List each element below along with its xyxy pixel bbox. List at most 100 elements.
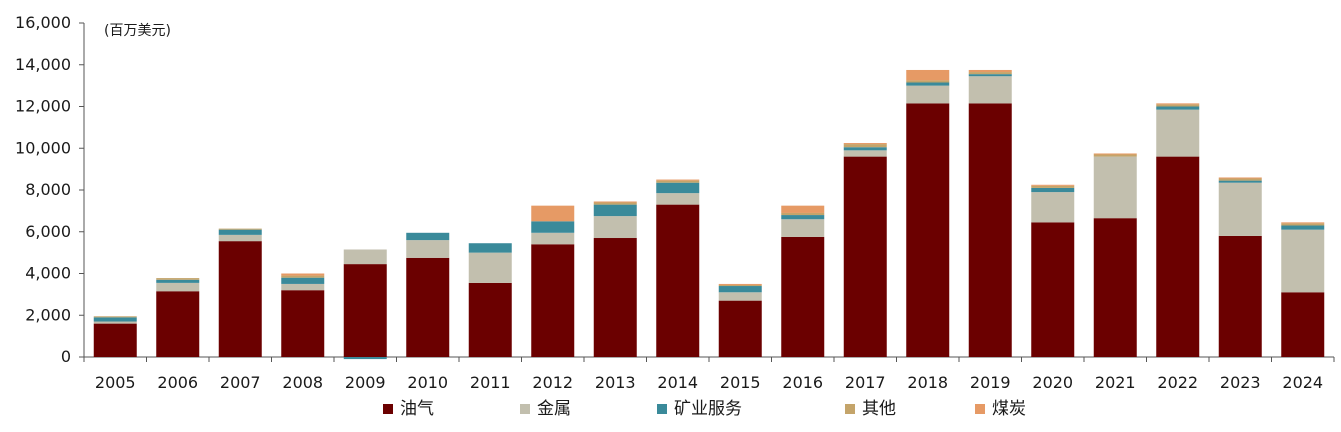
bar-segment-5-2019 [968,69,1012,73]
x-tick-label: 2015 [720,373,761,392]
bar-segment-1-2007 [218,241,262,357]
bar-segment-1-2010 [406,257,450,357]
bar-segment-1-2008 [281,290,325,357]
bar-segment-5-2015 [718,283,762,285]
y-tick-label: 14,000 [15,55,71,74]
x-tick-label: 2019 [970,373,1011,392]
x-tick-label: 2006 [157,373,198,392]
bar-segment-4-2008 [281,275,325,278]
bar-segment-3-2007 [218,229,262,235]
bar-segment-1-2024 [1281,292,1325,357]
bar-segment-3-2018 [906,82,950,86]
bar-segment-5-2022 [1156,103,1200,105]
x-tick-label: 2014 [657,373,698,392]
bar-segment-1-2009 [343,264,387,357]
bar-segment-5-2008 [281,273,325,276]
bar-segment-3-2023 [1218,180,1262,183]
bar-segment-1-2014 [656,204,700,357]
bar-segment-4-2016 [781,212,825,216]
bar-segment-2-2007 [218,234,262,242]
bar-segment-2-2015 [718,292,762,301]
bar-segment-2-2021 [1093,156,1137,219]
legend-label: 矿业服务 [674,399,742,419]
bar-segment-3-2016 [781,215,825,220]
bar-segment-3-2005 [93,317,137,322]
bar-segment-2-2017 [843,150,887,157]
bar-segment-1-2011 [468,282,512,357]
bar-segment-4-2007 [218,228,262,230]
bar-segment-4-2022 [1156,104,1200,107]
bar-segment-2-2006 [156,282,200,292]
bar-segment-2-2012 [531,232,575,245]
bar-segment-5-2016 [781,205,825,213]
bar-segment-2-2009 [343,249,387,265]
bar-segment-4-2023 [1218,178,1262,181]
bar-segment-3-2011 [468,243,512,253]
unit-label: (百万美元) [104,23,171,39]
bar-segment-1-2005 [93,323,137,357]
bar-segment-4-2021 [1093,154,1137,157]
x-tick-label: 2016 [782,373,823,392]
y-tick-label: 2,000 [25,305,71,324]
x-tick-label: 2010 [407,373,448,392]
legend-label: 金属 [537,399,571,419]
x-tick-label: 2009 [345,373,386,392]
bar-segment-4-2015 [718,284,762,287]
legend-swatch [657,404,667,414]
bar-segment-1-2019 [968,103,1012,358]
bar-segment-2-2013 [593,216,637,239]
bar-segment-2-2016 [781,219,825,237]
bar-segment-1-2021 [1093,218,1137,357]
y-tick-label: 12,000 [15,97,71,116]
bar-segment-1-2023 [1218,235,1262,357]
bars-group [93,69,1325,360]
bar-segment-2-2024 [1281,229,1325,293]
bar-segment-4-2019 [968,72,1012,75]
x-axis: 2005 2006 2007 2008 2009 2010 2011 2012 2013 2014… [83,356,1335,392]
x-tick-label: 2022 [1157,373,1198,392]
bar-segment-3-2019 [968,74,1012,77]
x-tick-label: 2007 [220,373,261,392]
y-tick-label: 6,000 [25,222,71,241]
bar-segment-4-2005 [93,316,137,318]
x-tick-label: 2017 [845,373,886,392]
bar-segment-5-2023 [1218,177,1262,179]
bar-segment-2-2014 [656,193,700,205]
y-tick-label: 8,000 [25,180,71,199]
bar-segment-3-2022 [1156,106,1200,110]
legend-swatch [383,404,393,414]
x-tick-label: 2008 [282,373,323,392]
legend-label: 油气 [400,399,434,419]
bar-segment-3-2020 [1031,187,1075,193]
bar-segment-4-2020 [1031,185,1075,188]
y-axis: 0 2,000 4,000 6,000 8,000 10,000 12,000 14,000 1… [15,13,85,366]
x-tick-label: 2005 [95,373,136,392]
bar-segment-2-2020 [1031,192,1075,223]
bar-segment-2-2018 [906,85,950,104]
bar-segment-1-2006 [156,291,200,357]
x-tick-label: 2013 [595,373,636,392]
bar-segment-1-2016 [781,236,825,357]
x-tick-label: 2021 [1095,373,1136,392]
bar-segment-5-2014 [656,179,700,181]
bar-segment-5-2012 [531,205,575,222]
x-tick-label: 2024 [1282,373,1323,392]
bar-segment-3-2006 [156,279,200,283]
bar-segment-1-2017 [843,156,887,357]
bar-segment-1-2022 [1156,156,1200,357]
bar-segment-3-2009 [343,357,387,360]
y-tick-label: 10,000 [15,138,71,157]
bar-segment-5-2024 [1281,222,1325,224]
bar-segment-2-2019 [968,76,1012,104]
bar-segment-3-2015 [718,286,762,293]
bar-segment-2-2023 [1218,182,1262,236]
bar-segment-4-2017 [843,144,887,148]
bar-segment-3-2012 [531,221,575,233]
x-tick-label: 2023 [1220,373,1261,392]
legend-label: 煤炭 [992,399,1026,419]
bar-segment-1-2018 [906,103,950,358]
y-tick-label: 0 [61,347,71,366]
legend-swatch [975,404,985,414]
